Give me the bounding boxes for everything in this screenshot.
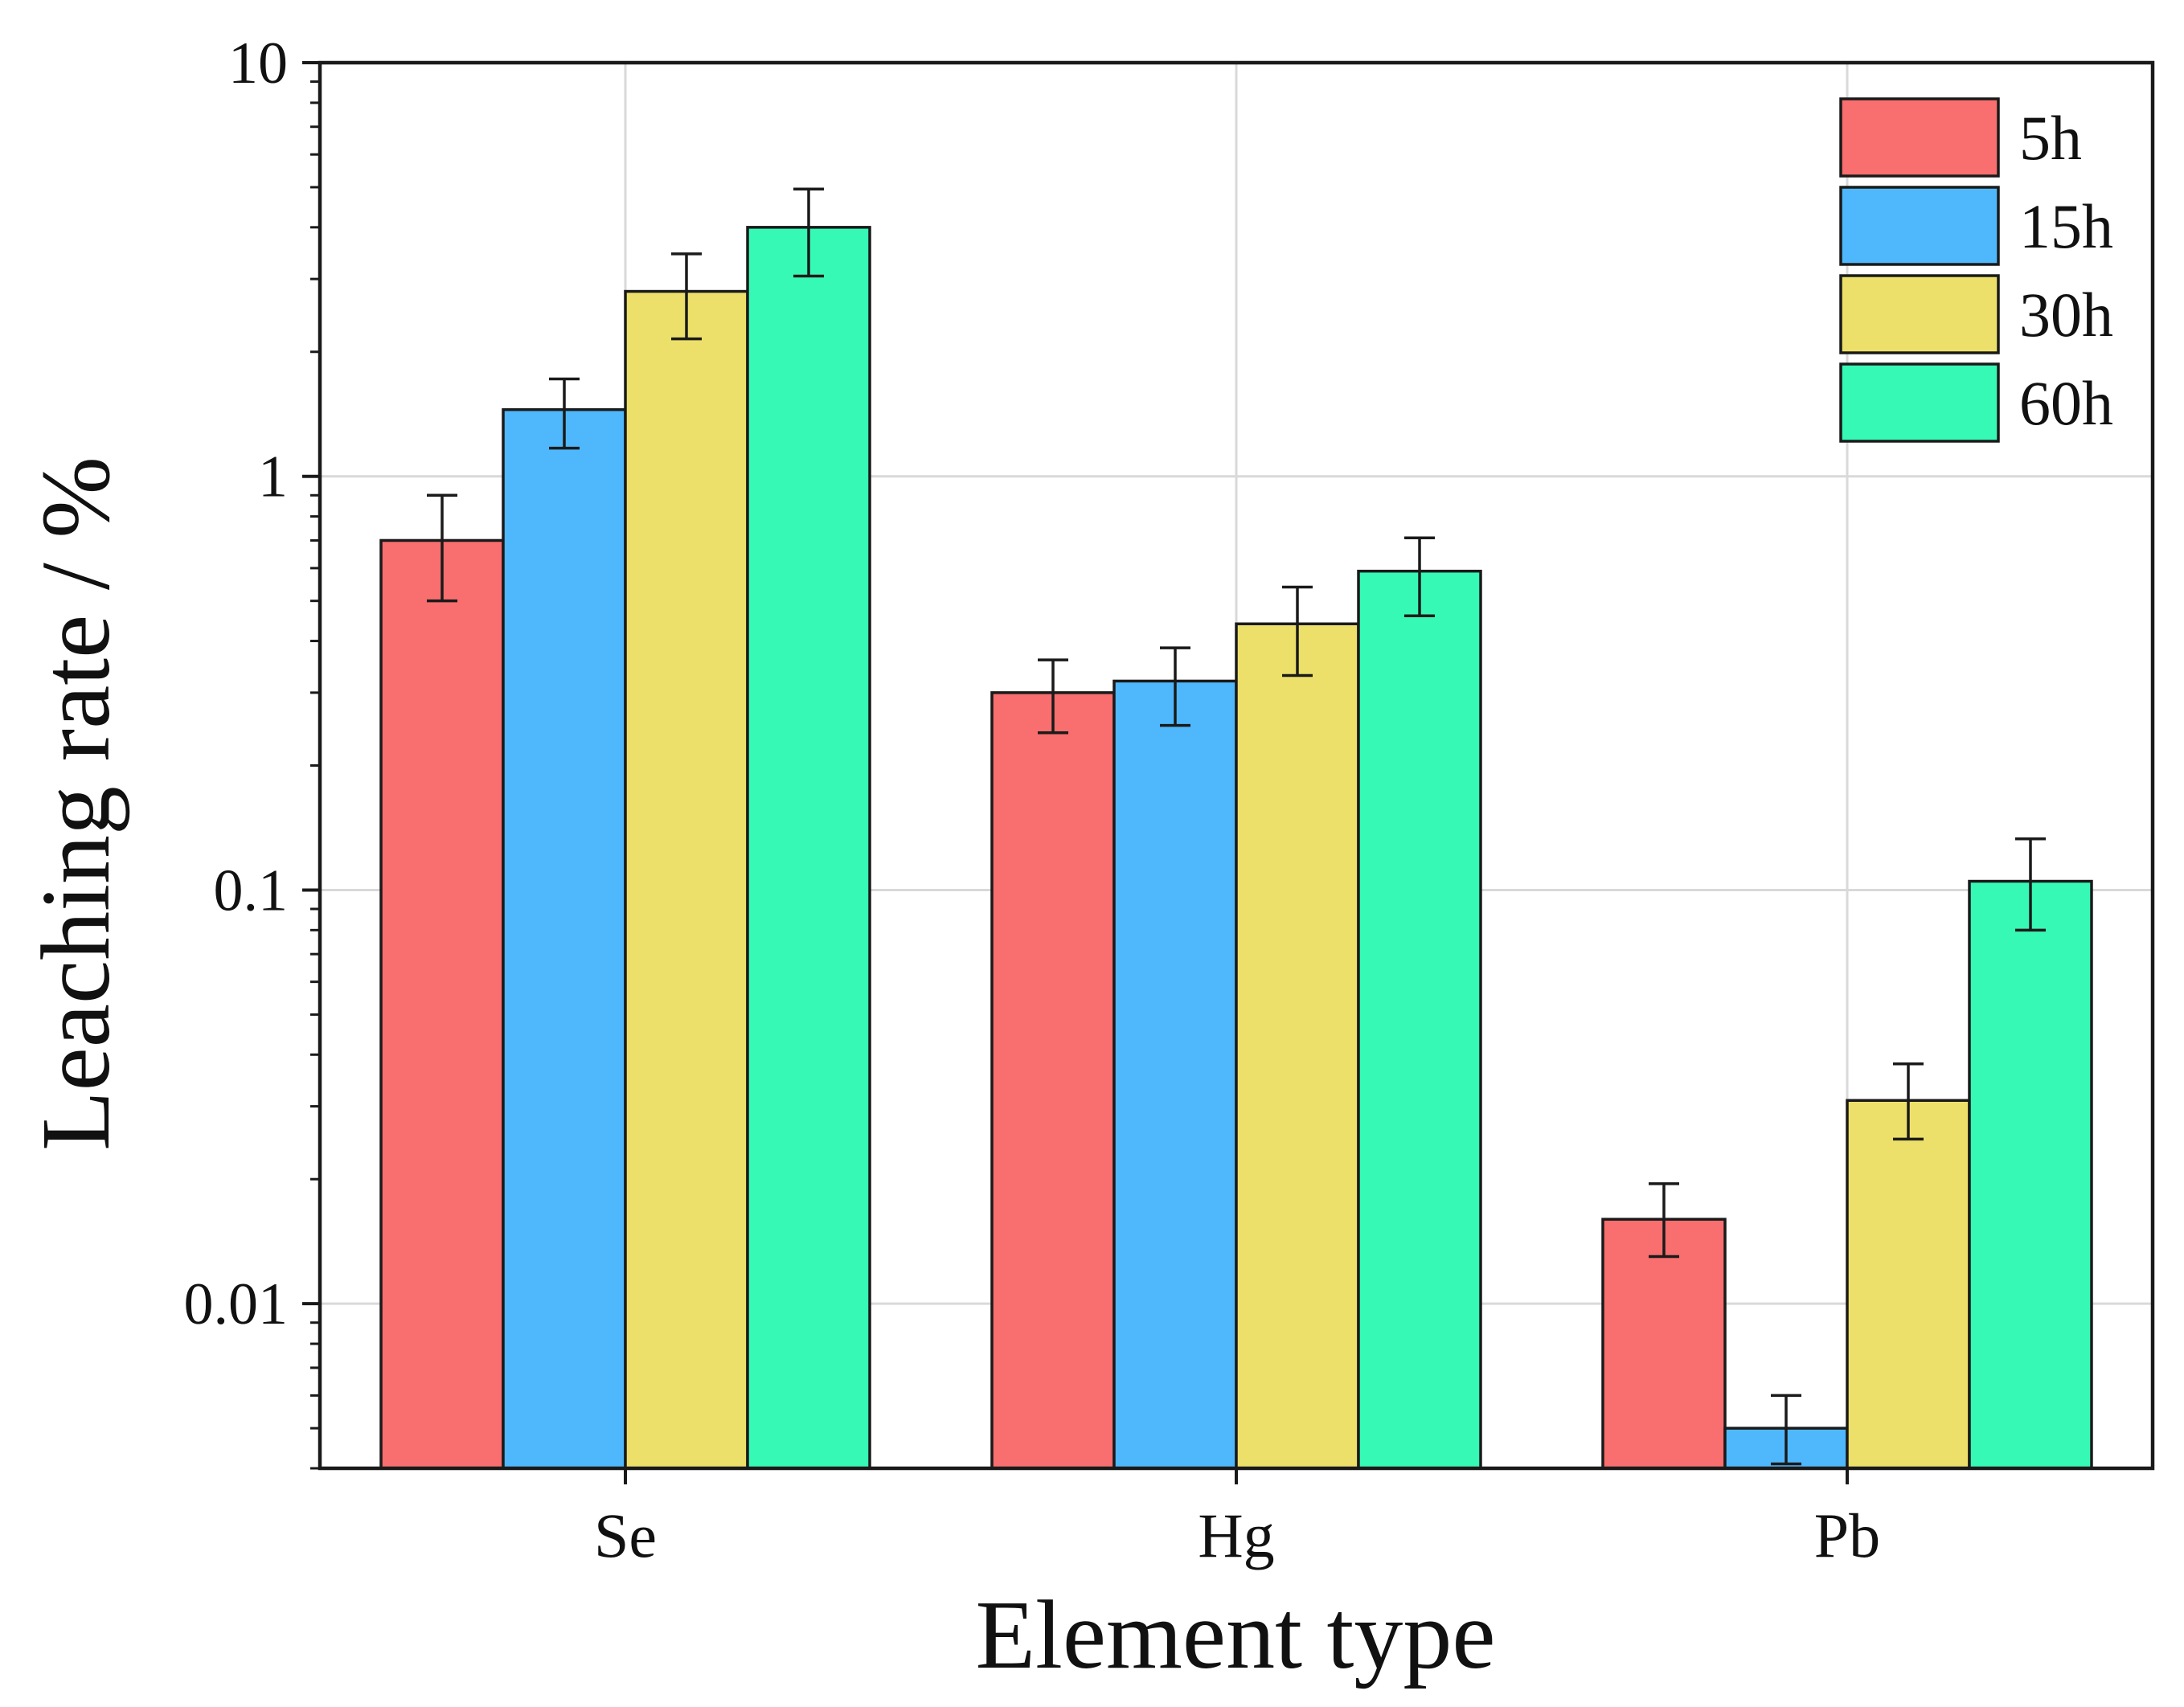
- x-tick-label-pb: Pb: [1814, 1500, 1880, 1570]
- bar-pb-30h: [1846, 1099, 1971, 1470]
- legend-swatch-5h: [1839, 97, 2000, 178]
- legend: 5h 15h 30h 60h: [1839, 97, 2113, 443]
- bar-hg-5h: [990, 691, 1116, 1470]
- tick-labels: Se Hg Pb 0.01 0.1 1 10: [184, 31, 1881, 1570]
- x-tick-label-se: Se: [594, 1500, 657, 1570]
- bar-se-60h: [746, 226, 871, 1470]
- y-tick-label: 10: [228, 31, 288, 96]
- bar-se-15h: [502, 407, 627, 1470]
- bar-pb-5h: [1601, 1218, 1727, 1470]
- bar-hg-60h: [1357, 569, 1482, 1470]
- error-bars: [427, 187, 2046, 1466]
- legend-label-30h: 30h: [2019, 280, 2113, 350]
- legend-swatch-30h: [1839, 274, 2000, 354]
- x-axis-title: Element type: [975, 1581, 1495, 1689]
- y-tick-label: 0.1: [214, 858, 289, 923]
- legend-label-60h: 60h: [2019, 368, 2113, 438]
- axes: [302, 60, 2155, 1484]
- y-tick-label: 0.01: [184, 1271, 289, 1337]
- bar-hg-30h: [1235, 622, 1360, 1470]
- x-tick-label-hg: Hg: [1198, 1500, 1274, 1570]
- bar-se-5h: [379, 538, 505, 1470]
- bar-hg-15h: [1112, 679, 1238, 1470]
- bar-pb-60h: [1968, 879, 2093, 1470]
- legend-label-5h: 5h: [2019, 103, 2082, 173]
- legend-label-15h: 15h: [2019, 191, 2113, 261]
- legend-swatch-60h: [1839, 362, 2000, 443]
- bars: [379, 226, 2093, 1470]
- bar-se-30h: [624, 289, 749, 1470]
- y-tick-label: 1: [258, 444, 288, 510]
- y-axis-title: Leaching rate / %: [22, 456, 130, 1151]
- legend-swatch-15h: [1839, 186, 2000, 266]
